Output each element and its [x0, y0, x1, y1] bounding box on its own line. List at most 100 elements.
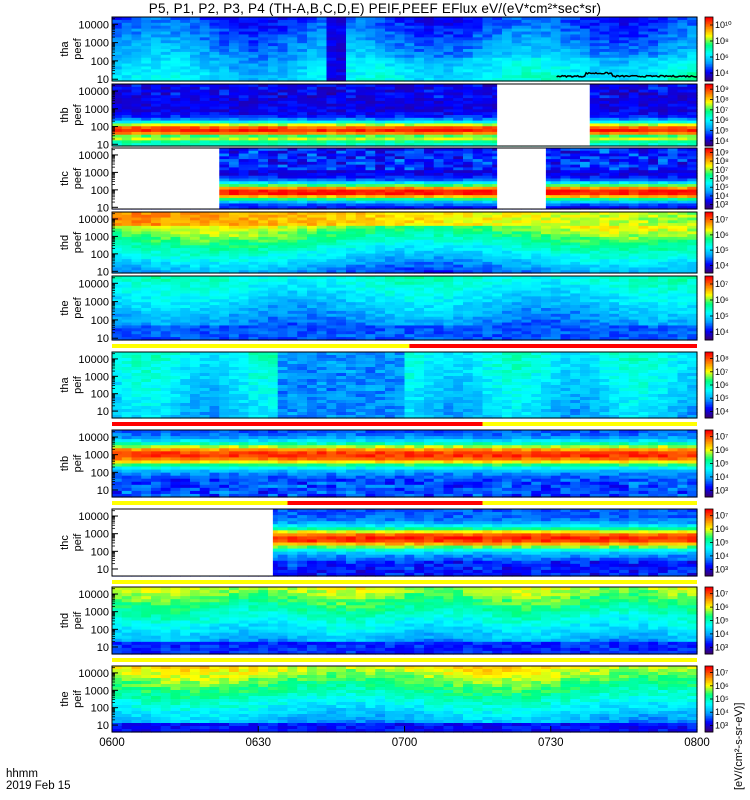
spectrogram-cell	[375, 186, 386, 191]
spectrogram-cell	[307, 17, 318, 21]
spectrogram-cell	[199, 103, 211, 108]
spectrogram-cell	[482, 148, 493, 152]
spectrogram-cell	[687, 140, 698, 144]
spectrogram-cell	[268, 178, 279, 182]
spectrogram-cell	[443, 200, 454, 205]
spectrogram-cell	[424, 172, 435, 177]
spectrogram-cell	[550, 178, 562, 182]
spectrogram-cell	[355, 92, 367, 96]
spectrogram-cell	[287, 92, 298, 96]
spectrogram-cell	[141, 134, 152, 139]
spectrogram-cell	[385, 123, 396, 127]
spectrogram-cell	[219, 66, 230, 70]
spectrogram-cell	[297, 175, 308, 180]
spectrogram-cell	[648, 186, 659, 191]
spectrogram-cell	[307, 28, 318, 33]
spectrogram-cell	[638, 17, 649, 21]
spectrogram-cell	[141, 60, 152, 65]
spectrogram-cell	[589, 28, 601, 33]
spectrogram-cell	[502, 49, 513, 53]
spectrogram-cell	[648, 120, 659, 125]
spectrogram-cell	[229, 195, 240, 199]
spectrogram-cell	[687, 86, 698, 91]
spectrogram-cell	[433, 86, 445, 91]
spectrogram-cell	[112, 137, 123, 141]
spectrogram-cell	[287, 192, 298, 196]
spectrogram-cell	[375, 140, 386, 144]
spectrogram-cell	[346, 95, 357, 99]
spectrogram-cell	[433, 167, 445, 171]
spectrogram-cell	[648, 72, 659, 76]
spectrogram-cell	[443, 178, 454, 182]
colorbar-tick-label: 10⁶	[715, 115, 729, 125]
spectrogram-cell	[121, 120, 133, 125]
spectrogram-cell	[414, 37, 425, 41]
spectrogram-cell	[511, 37, 523, 41]
spectrogram-cell	[385, 69, 396, 73]
spectrogram-cell	[658, 192, 669, 196]
spectrogram-cell	[482, 137, 493, 141]
colorbar-step	[705, 94, 713, 97]
colorbar-step	[705, 73, 713, 76]
spectrogram-cell	[433, 156, 445, 160]
spectrogram-cell	[365, 131, 376, 136]
colorbar-step	[705, 104, 713, 107]
spectrogram-cell	[112, 112, 123, 116]
spectrogram-cell	[141, 66, 152, 70]
spectrogram-cell	[443, 60, 454, 65]
spectrogram-cell	[638, 172, 649, 177]
spectrogram-cell	[258, 178, 269, 182]
spectrogram-cell	[277, 126, 289, 130]
spectrogram-cell	[355, 175, 367, 180]
spectrogram-cell	[589, 184, 601, 188]
spectrogram-cell	[443, 72, 454, 76]
spectrogram-cell	[307, 175, 318, 180]
spectrogram-cell	[443, 181, 454, 185]
spectrogram-cell	[628, 189, 640, 193]
colorbar-frame	[704, 83, 714, 147]
colorbar-step	[705, 47, 713, 50]
spectrogram-cell	[268, 51, 279, 56]
spectrogram-cell	[658, 164, 669, 169]
spectrogram-cell	[326, 31, 337, 36]
spectrogram-cell	[355, 184, 367, 188]
spectrogram-cell	[238, 134, 250, 139]
spectrogram-cell	[599, 103, 610, 108]
spectrogram-cell	[307, 131, 318, 136]
spectrogram-cell	[160, 46, 172, 50]
spectrogram-cell	[287, 100, 298, 105]
spectrogram-cell	[268, 54, 279, 59]
spectrogram-cell	[190, 84, 201, 88]
spectrogram-cell	[550, 159, 562, 163]
spectrogram-cell	[307, 167, 318, 171]
spectrogram-cell	[375, 40, 386, 44]
spectrogram-cell	[550, 181, 562, 185]
spectrogram-cell	[463, 57, 474, 62]
spectrogram-cell	[190, 46, 201, 50]
spectrogram-cell	[667, 117, 679, 122]
spectrogram-cell	[472, 200, 484, 205]
spectrogram-cell	[238, 203, 250, 207]
spectrogram-cell	[628, 69, 640, 73]
spectrogram-cell	[121, 98, 133, 102]
spectrogram-cell	[433, 206, 445, 210]
spectrogram-cell	[648, 148, 659, 152]
spectrogram-cell	[199, 28, 211, 33]
spectrogram-cell	[336, 161, 347, 166]
spectrogram-cell	[463, 63, 474, 68]
spectrogram-cell	[677, 200, 688, 205]
spectrogram-cell	[463, 54, 474, 59]
spectrogram-cell	[287, 103, 298, 108]
spectrogram-cell	[375, 112, 386, 116]
spectrogram-cell	[297, 46, 308, 50]
spectrogram-cell	[570, 148, 581, 152]
spectrogram-cell	[336, 109, 347, 113]
spectrogram-cell	[531, 69, 542, 73]
spectrogram-cell	[453, 150, 464, 155]
spectrogram-cell	[121, 129, 133, 133]
colorbar-tick-label: 10⁶	[715, 174, 729, 184]
spectrogram-cell	[336, 206, 347, 210]
spectrogram-cell	[687, 172, 698, 177]
spectrogram-cell	[482, 134, 493, 139]
spectrogram-cell	[619, 148, 630, 152]
